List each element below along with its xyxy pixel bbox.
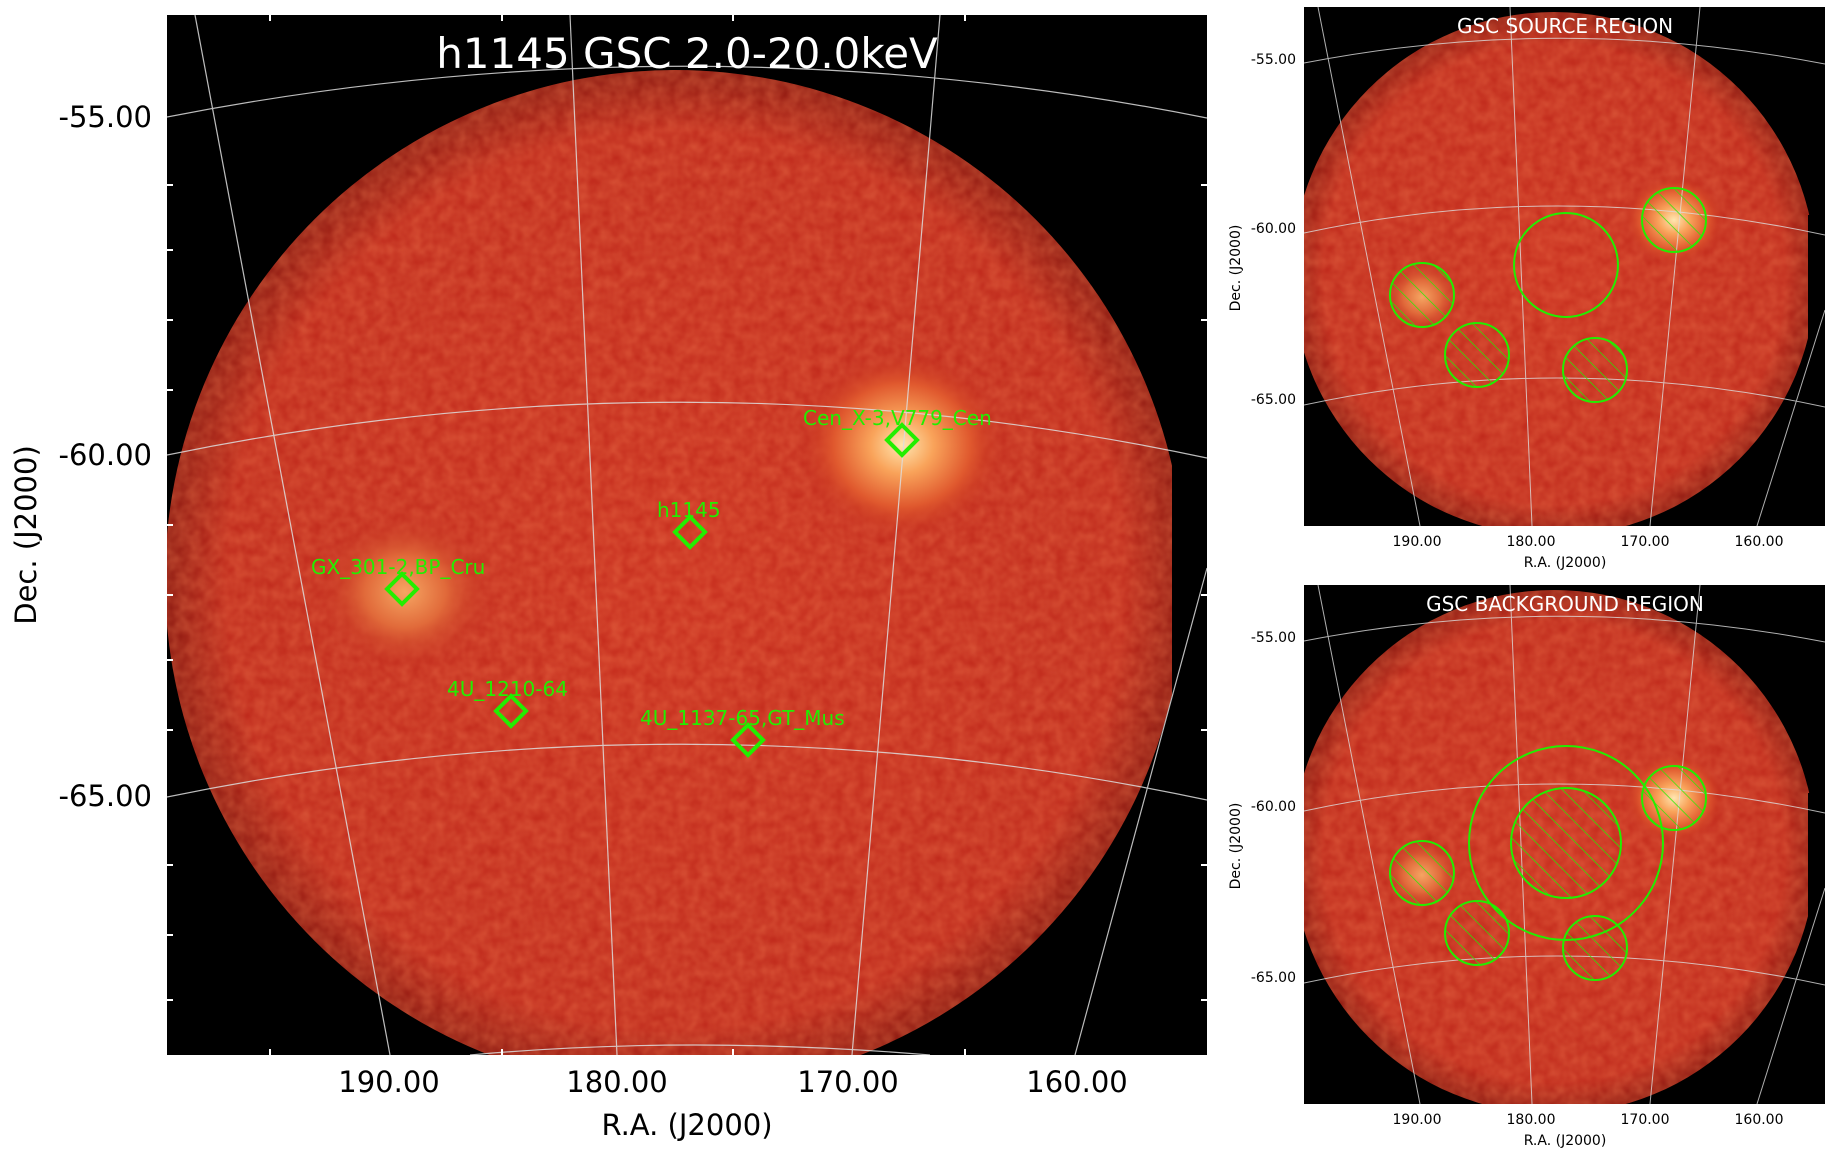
excluded-region-circle bbox=[1444, 322, 1510, 388]
source-markers bbox=[384, 422, 920, 758]
source-region-panel: GSC SOURCE REGION 190.00 180.00 170.00 1… bbox=[1228, 7, 1825, 571]
source-grid bbox=[1304, 7, 1825, 526]
source-marker[interactable] bbox=[672, 514, 708, 550]
source-sky-noise bbox=[1304, 12, 1816, 526]
grid-ra-170 bbox=[851, 15, 941, 1055]
source-panel-title: GSC SOURCE REGION bbox=[1457, 14, 1673, 38]
xtick-label: 170.00 bbox=[1621, 1112, 1670, 1128]
ytick-label: -55.00 bbox=[1251, 630, 1296, 646]
ytick-label: -65.00 bbox=[1251, 970, 1296, 986]
source-label: 4U_1137-65,GT_Mus bbox=[640, 706, 845, 730]
xtick-label: 170.00 bbox=[797, 1065, 898, 1099]
background-ylabel: Dec. (J2000) bbox=[1228, 803, 1244, 890]
excluded-region-circle bbox=[1389, 840, 1455, 906]
main-title: h1145 GSC 2.0-20.0keV bbox=[436, 29, 938, 78]
source-marker[interactable] bbox=[384, 571, 420, 607]
ytick-label: -65.00 bbox=[1251, 392, 1296, 408]
background-regions bbox=[1389, 745, 1707, 981]
bkg-annulus-inner bbox=[1510, 787, 1622, 899]
xtick-label: 180.00 bbox=[1507, 1112, 1556, 1128]
xtick-label: 160.00 bbox=[1735, 534, 1784, 550]
source-marker[interactable] bbox=[884, 422, 920, 458]
src-region-circle bbox=[1513, 212, 1619, 318]
background-xtick-labels: 190.00 180.00 170.00 160.00 bbox=[1393, 1112, 1784, 1128]
excluded-region-circle bbox=[1641, 187, 1707, 253]
source-label: GX_301-2,BP_Cru bbox=[311, 555, 485, 579]
ytick-label: -55.00 bbox=[1251, 52, 1296, 68]
excluded-region-circle bbox=[1562, 337, 1628, 403]
background-ytick-labels: -55.00 -60.00 -65.00 bbox=[1251, 630, 1296, 986]
background-detector-notch bbox=[1808, 793, 1825, 1104]
grid-ra-180 bbox=[569, 15, 618, 1055]
grid-dec-65 bbox=[167, 743, 1207, 801]
xtick-label: 160.00 bbox=[1735, 1112, 1784, 1128]
xtick-label: 190.00 bbox=[1393, 1112, 1442, 1128]
grid-dec-60 bbox=[167, 401, 1207, 459]
grid-ra-190 bbox=[194, 15, 391, 1055]
main-minor-ticks bbox=[167, 15, 1207, 1055]
ytick-label: -60.00 bbox=[1251, 799, 1296, 815]
source-label: h1145 bbox=[657, 498, 721, 522]
main-detector-notch bbox=[1172, 455, 1207, 1055]
source-label: Cen_X-3,V779_Cen bbox=[803, 406, 992, 430]
xtick-label: 180.00 bbox=[566, 1065, 667, 1099]
main-panel: Cen_X-3,V779_Cen h1145 GX_301-2,BP_Cru 4… bbox=[9, 15, 1207, 1142]
ytick-label: -60.00 bbox=[59, 438, 153, 472]
source-ylabel: Dec. (J2000) bbox=[1228, 225, 1244, 312]
source-marker[interactable] bbox=[730, 722, 766, 758]
source-xtick-labels: 190.00 180.00 170.00 160.00 bbox=[1393, 534, 1784, 550]
source-xlabel: R.A. (J2000) bbox=[1524, 555, 1607, 571]
source-labels: Cen_X-3,V779_Cen h1145 GX_301-2,BP_Cru 4… bbox=[311, 406, 992, 730]
xtick-label: 180.00 bbox=[1507, 534, 1556, 550]
source-marker[interactable] bbox=[493, 693, 529, 729]
background-panel-title: GSC BACKGROUND REGION bbox=[1426, 592, 1704, 616]
cen-x3-glow bbox=[797, 350, 1007, 540]
excluded-region-circle bbox=[1562, 915, 1628, 981]
ytick-label: -55.00 bbox=[59, 100, 153, 134]
main-grid bbox=[167, 15, 1207, 1055]
main-xtick-labels: 190.00 180.00 170.00 160.00 bbox=[338, 1065, 1127, 1099]
main-ytick-labels: -55.00 -60.00 -65.00 bbox=[59, 100, 153, 813]
background-grid bbox=[1304, 585, 1825, 1104]
source-regions bbox=[1389, 187, 1707, 403]
main-sky-noise bbox=[167, 70, 1185, 1055]
excluded-region-circle bbox=[1444, 900, 1510, 966]
xtick-label: 170.00 bbox=[1621, 534, 1670, 550]
grid-dec-70 bbox=[469, 1044, 931, 1055]
grid-ra-160 bbox=[1074, 567, 1207, 1055]
excluded-region-circle bbox=[1641, 765, 1707, 831]
background-region-panel: GSC BACKGROUND REGION 190.00 180.00 170.… bbox=[1228, 585, 1825, 1149]
xtick-label: 190.00 bbox=[1393, 534, 1442, 550]
source-label: 4U_1210-64 bbox=[447, 677, 568, 701]
excluded-region-circle bbox=[1389, 262, 1455, 328]
main-xlabel: R.A. (J2000) bbox=[601, 1108, 772, 1142]
source-detector-notch bbox=[1808, 215, 1825, 526]
source-ytick-labels: -55.00 -60.00 -65.00 bbox=[1251, 52, 1296, 408]
main-ylabel: Dec. (J2000) bbox=[9, 445, 43, 625]
ytick-label: -65.00 bbox=[59, 779, 153, 813]
xtick-label: 160.00 bbox=[1026, 1065, 1127, 1099]
xtick-label: 190.00 bbox=[338, 1065, 439, 1099]
gx301-glow bbox=[315, 512, 495, 672]
background-xlabel: R.A. (J2000) bbox=[1524, 1133, 1607, 1149]
ytick-label: -60.00 bbox=[1251, 221, 1296, 237]
grid-dec-55 bbox=[167, 65, 1207, 119]
